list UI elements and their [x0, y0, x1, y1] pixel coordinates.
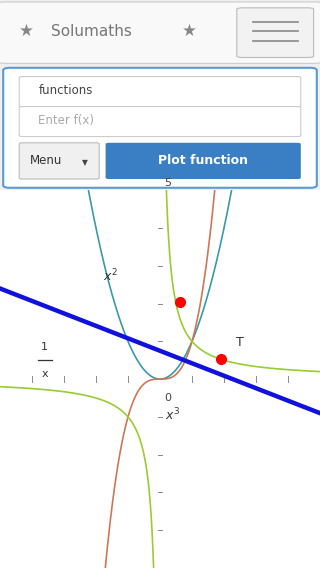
FancyBboxPatch shape	[19, 143, 99, 179]
FancyBboxPatch shape	[0, 189, 320, 568]
FancyBboxPatch shape	[19, 77, 301, 107]
Text: Plot function: Plot function	[158, 154, 248, 168]
FancyBboxPatch shape	[106, 143, 301, 179]
Text: ★: ★	[19, 22, 34, 40]
FancyBboxPatch shape	[19, 107, 301, 136]
Text: $x^2$: $x^2$	[103, 268, 118, 284]
Text: ▼: ▼	[82, 158, 87, 166]
Text: $x^3$: $x^3$	[164, 407, 180, 424]
Text: Enter f(x): Enter f(x)	[38, 114, 94, 127]
Text: functions: functions	[38, 85, 93, 98]
Text: 0: 0	[164, 394, 171, 403]
Text: T: T	[236, 336, 243, 349]
FancyBboxPatch shape	[0, 2, 320, 64]
Text: ★: ★	[182, 22, 197, 40]
FancyBboxPatch shape	[237, 8, 314, 57]
Text: Solumaths: Solumaths	[51, 24, 132, 39]
Text: x: x	[42, 369, 48, 378]
Text: 1: 1	[41, 342, 48, 352]
FancyBboxPatch shape	[3, 68, 317, 188]
Text: 5: 5	[164, 178, 171, 189]
Text: Menu: Menu	[30, 154, 63, 168]
